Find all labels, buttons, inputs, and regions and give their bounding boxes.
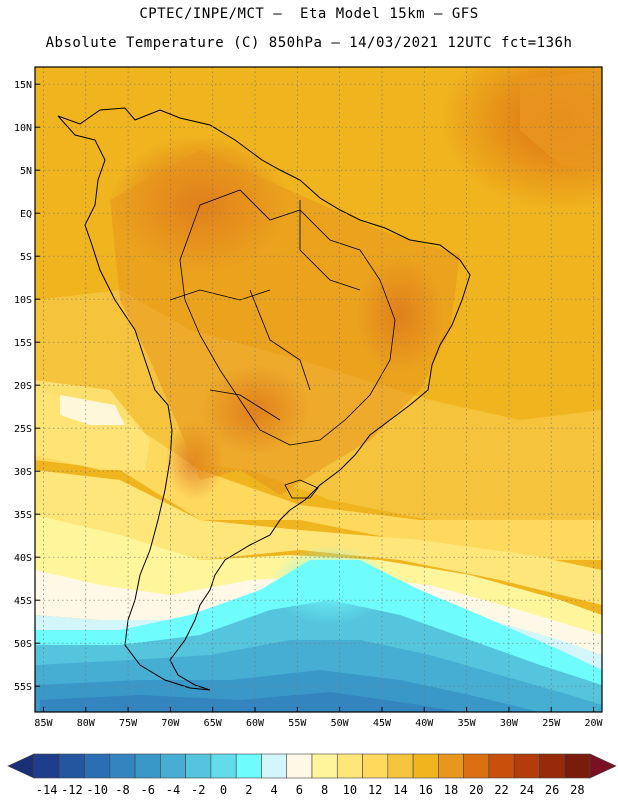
lat-tick-label: 15N xyxy=(14,80,32,91)
colorbar-label: 26 xyxy=(545,783,559,797)
lat-tick-label: 10S xyxy=(14,295,32,306)
lat-tick-label: 5N xyxy=(20,166,32,177)
colorbar-cell xyxy=(387,753,414,779)
colorbar-cell xyxy=(336,753,363,779)
colorbar-label: -12 xyxy=(61,783,83,797)
colorbar-cell xyxy=(362,753,389,779)
colorbar-cell xyxy=(210,753,237,779)
lon-tick-label: 45W xyxy=(373,718,392,729)
colorbar-label: 28 xyxy=(570,783,584,797)
temperature-map: 15N 10N 5N EQ 5S 10S 15S 20S 25S 30S 35S 40S 45S 50S 5… xyxy=(14,66,604,729)
colorbar-cell xyxy=(438,753,464,779)
lat-tick-label: 55S xyxy=(14,682,32,693)
colorbar-label: -2 xyxy=(191,783,205,797)
title-line-1: CPTEC/INPE/MCT – Eta Model 15km – GFS xyxy=(139,6,479,22)
colorbar-label: 10 xyxy=(343,783,357,797)
lon-tick-label: 60W xyxy=(246,718,265,729)
colorbar-cell xyxy=(33,753,60,779)
colorbar-cell xyxy=(488,753,515,779)
colorbar-cell xyxy=(160,753,186,779)
lat-tick-label: 10N xyxy=(14,123,32,134)
colorbar-label: -8 xyxy=(115,783,129,797)
colorbar-label: 4 xyxy=(270,783,277,797)
colorbar-cell xyxy=(134,753,161,779)
lat-tick-label: 30S xyxy=(14,467,32,478)
map-frame xyxy=(34,66,603,713)
colorbar-cell xyxy=(412,753,439,779)
colorbar-cell xyxy=(235,753,262,779)
lon-tick-label: 25W xyxy=(542,718,561,729)
lat-tick-label: 5S xyxy=(20,252,32,263)
lat-tick-label: EQ xyxy=(20,209,32,220)
colorbar-cell xyxy=(261,753,288,779)
colorbar-low-arrow xyxy=(7,753,35,779)
colorbar-label: 16 xyxy=(419,783,433,797)
colorbar-cell xyxy=(109,753,136,779)
lon-tick-label: 85W xyxy=(34,718,53,729)
colorbar-cell xyxy=(185,753,212,779)
lon-tick-label: 75W xyxy=(119,718,138,729)
colorbar-label: 6 xyxy=(296,783,303,797)
temperature-field xyxy=(35,67,602,712)
colorbar: -14 -12 -10 -8 -6 -4 -2 0 2 4 6 8 10 12 14 16 18 20 22 24 26… xyxy=(7,753,617,797)
colorbar-high-arrow xyxy=(589,753,617,779)
colorbar-label: 12 xyxy=(368,783,382,797)
colorbar-cell xyxy=(286,753,313,779)
lon-tick-label: 35W xyxy=(458,718,477,729)
colorbar-label: -4 xyxy=(166,783,180,797)
colorbar-cell xyxy=(513,753,540,779)
lon-tick-label: 65W xyxy=(204,718,223,729)
lat-tick-label: 50S xyxy=(14,639,32,650)
graticule xyxy=(35,67,602,712)
colorbar-label: 22 xyxy=(494,783,508,797)
colorbar-cell xyxy=(463,753,490,779)
lon-tick-label: 70W xyxy=(161,718,180,729)
colorbar-label: -14 xyxy=(36,783,58,797)
lat-tick-label: 25S xyxy=(14,424,32,435)
latitude-labels: 15N 10N 5N EQ 5S 10S 15S 20S 25S 30S 35S 40S 45S 50S 5… xyxy=(14,80,40,693)
colorbar-cell xyxy=(311,753,338,779)
colorbar-label: 0 xyxy=(220,783,227,797)
colorbar-label: 8 xyxy=(321,783,328,797)
colorbar-label: 14 xyxy=(393,783,407,797)
lat-tick-label: 35S xyxy=(14,510,32,521)
lat-tick-label: 40S xyxy=(14,553,32,564)
lon-tick-label: 40W xyxy=(415,718,434,729)
lon-tick-label: 30W xyxy=(500,718,519,729)
lon-tick-label: 50W xyxy=(331,718,350,729)
lat-tick-label: 45S xyxy=(14,596,32,607)
colorbar-cell xyxy=(84,753,111,779)
lon-tick-label: 20W xyxy=(585,718,604,729)
title-line-2: Absolute Temperature (C) 850hPa – 14/03/… xyxy=(45,35,573,51)
lat-tick-label: 20S xyxy=(14,381,32,392)
lon-tick-label: 55W xyxy=(288,718,307,729)
colorbar-cell xyxy=(564,753,591,779)
colorbar-label: 24 xyxy=(520,783,534,797)
longitude-labels: 85W 80W 75W 70W 65W 60W 55W 50W 45W 40W 35W 30W 25W 2… xyxy=(34,707,604,729)
lat-tick-label: 15S xyxy=(14,338,32,349)
colorbar-label: -10 xyxy=(86,783,108,797)
colorbar-label: 2 xyxy=(245,783,252,797)
colorbar-cell xyxy=(58,753,85,779)
colorbar-label: 20 xyxy=(469,783,483,797)
colorbar-label: 18 xyxy=(444,783,458,797)
colorbar-cell xyxy=(539,753,566,779)
colorbar-label: -6 xyxy=(141,783,155,797)
lon-tick-label: 80W xyxy=(77,718,96,729)
